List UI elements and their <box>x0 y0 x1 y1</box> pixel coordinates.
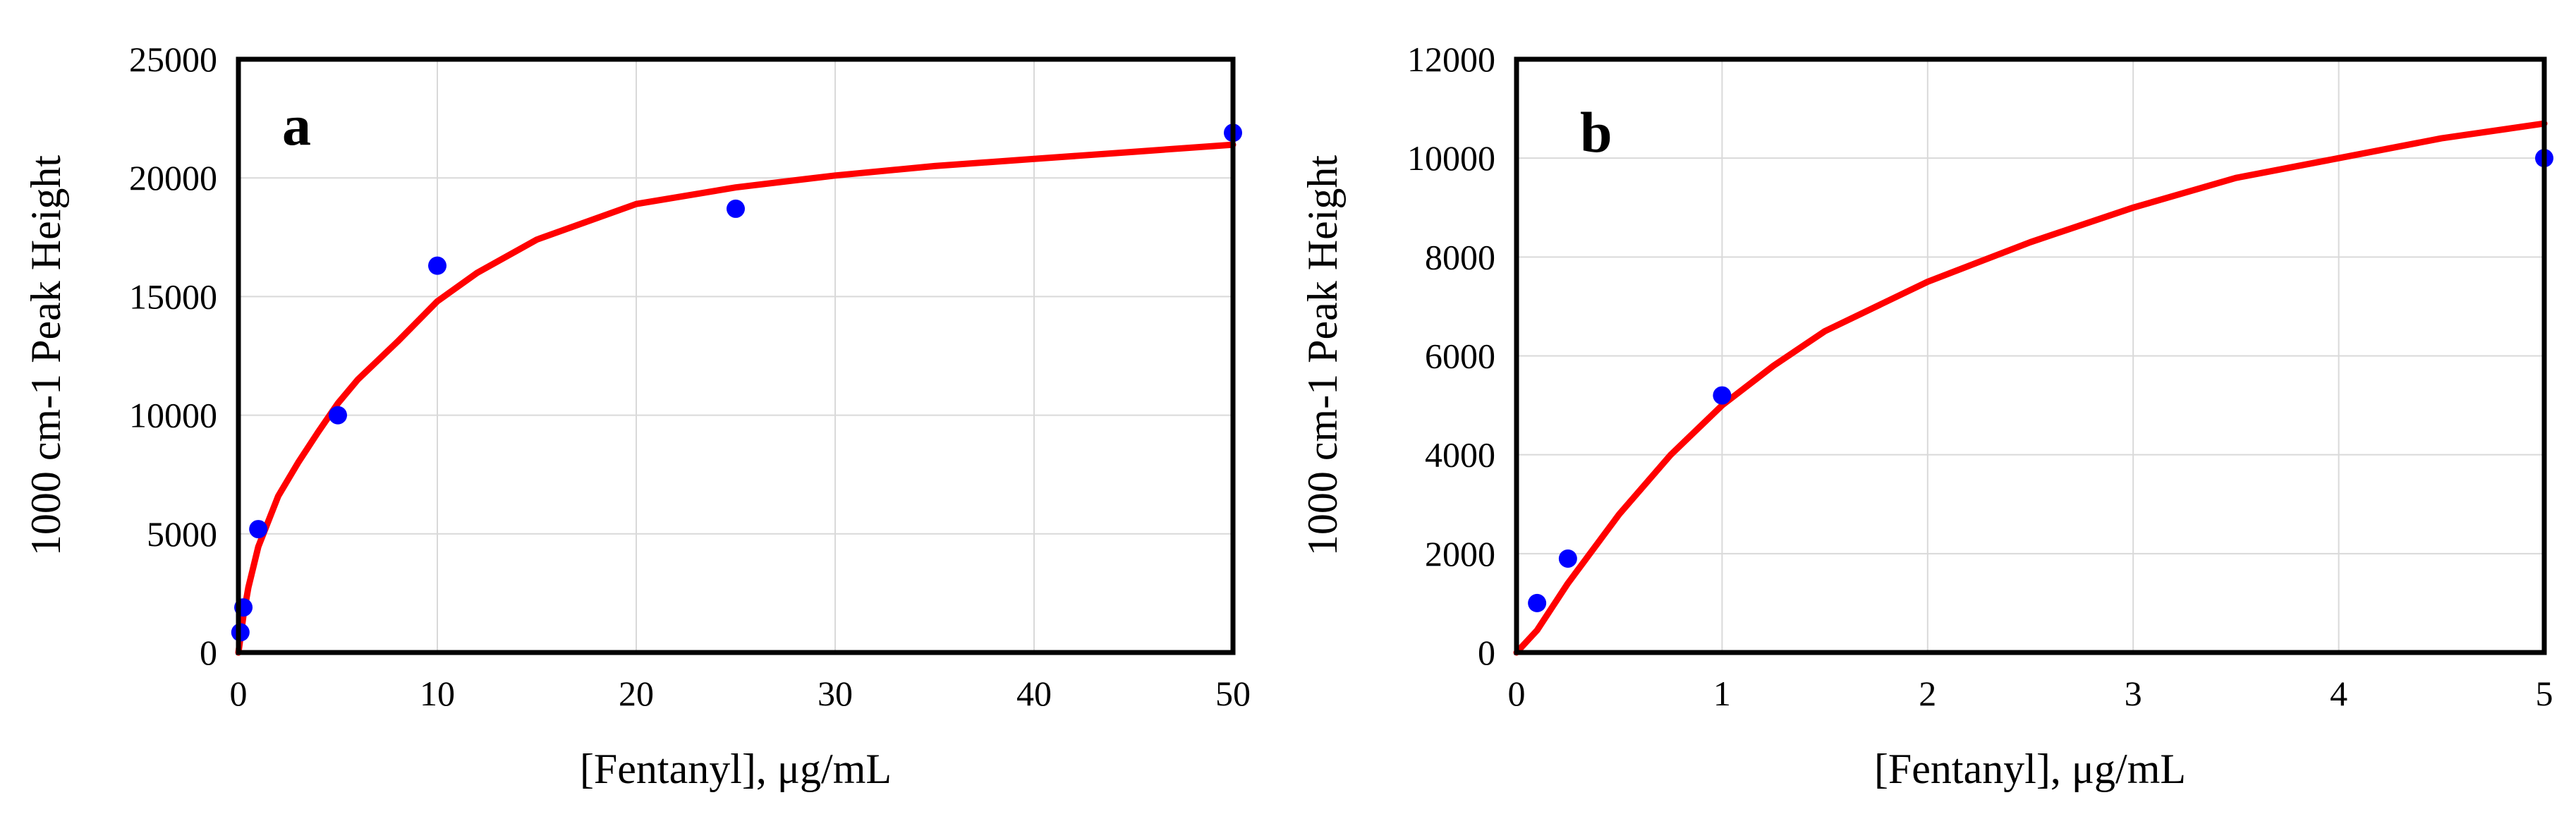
panel-a-y-tick-label: 10000 <box>129 396 217 435</box>
panel-b-x-tick-label: 2 <box>1919 674 1936 713</box>
panel-b-x-tick-label: 0 <box>1508 674 1526 713</box>
panel-b-y-tick-label: 0 <box>1478 633 1495 672</box>
panel-a-x-tick-label: 10 <box>420 674 455 713</box>
panel-b-y-axis-title: 1000 cm-1 Peak Height <box>1299 155 1346 557</box>
panel-b-fit-curve <box>1513 120 2548 656</box>
panel-a-letter: a <box>282 93 311 157</box>
panel-a-plot-frame <box>236 56 1236 655</box>
panel-b-x-tick-label: 1 <box>1713 674 1731 713</box>
panel-b-y-tick-label: 6000 <box>1425 336 1495 376</box>
panel-b-x-tick-label: 5 <box>2536 674 2553 713</box>
panel-a-fit-curve <box>235 141 1237 656</box>
panel-b-letter: b <box>1580 100 1612 164</box>
panel-b-data-point <box>1713 386 1732 405</box>
chart-panel-b: 0 1 2 3 4 5 0 2000 4000 6000 8000 10000 12000 b [Fen… <box>1299 40 2553 792</box>
panel-a-x-axis-title: [Fentanyl], μg/mL <box>580 746 892 792</box>
panel-a-x-tick-label: 20 <box>619 674 654 713</box>
panel-b-y-tick-label: 8000 <box>1425 237 1495 277</box>
panel-a-data-point <box>727 199 745 218</box>
panel-a-data-point <box>428 256 446 275</box>
panel-a-data-point <box>249 520 268 539</box>
panel-a-x-tick-label: 30 <box>818 674 853 713</box>
panel-a-x-tick-label: 50 <box>1215 674 1251 713</box>
chart-panel-a: 0 10 20 30 40 50 0 5000 10000 15000 20000 25000 a [… <box>23 40 1251 792</box>
panel-a-y-tick-label: 15000 <box>129 277 217 316</box>
panel-a-y-tick-label: 5000 <box>147 514 217 554</box>
panel-a-x-tick-label: 0 <box>230 674 248 713</box>
panel-b-y-tick-label: 4000 <box>1425 435 1495 475</box>
panel-a-y-tick-label: 25000 <box>129 40 217 79</box>
panel-b-tick-labels: 0 1 2 3 4 5 0 2000 4000 6000 8000 10000 12000 <box>1407 40 2553 713</box>
panel-b-x-tick-label: 4 <box>2330 674 2347 713</box>
panel-a-point-layer <box>231 123 1242 642</box>
panel-a-curve-layer <box>235 141 1237 656</box>
panel-b-plot-frame <box>1514 56 2547 655</box>
panel-b-curve-layer <box>1513 120 2548 656</box>
panel-b-point-layer <box>1528 149 2553 612</box>
panel-b-x-axis-title: [Fentanyl], μg/mL <box>1874 746 2186 792</box>
panel-a-y-tick-label: 0 <box>200 633 217 672</box>
panel-a-y-tick-label: 20000 <box>129 158 217 198</box>
panel-a-y-axis-title: 1000 cm-1 Peak Height <box>23 155 69 557</box>
panel-a-tick-labels: 0 10 20 30 40 50 0 5000 10000 15000 20000 25000 <box>129 40 1251 713</box>
panel-b-data-point <box>1528 593 1547 612</box>
panel-b-x-tick-label: 3 <box>2125 674 2142 713</box>
panel-a-data-point <box>329 406 347 425</box>
panel-b-y-tick-label: 12000 <box>1407 40 1495 79</box>
panel-b-data-point <box>1558 549 1577 568</box>
panel-b-y-tick-label: 10000 <box>1407 138 1495 178</box>
panel-b-y-tick-label: 2000 <box>1425 534 1495 574</box>
panel-a-x-tick-label: 40 <box>1016 674 1052 713</box>
